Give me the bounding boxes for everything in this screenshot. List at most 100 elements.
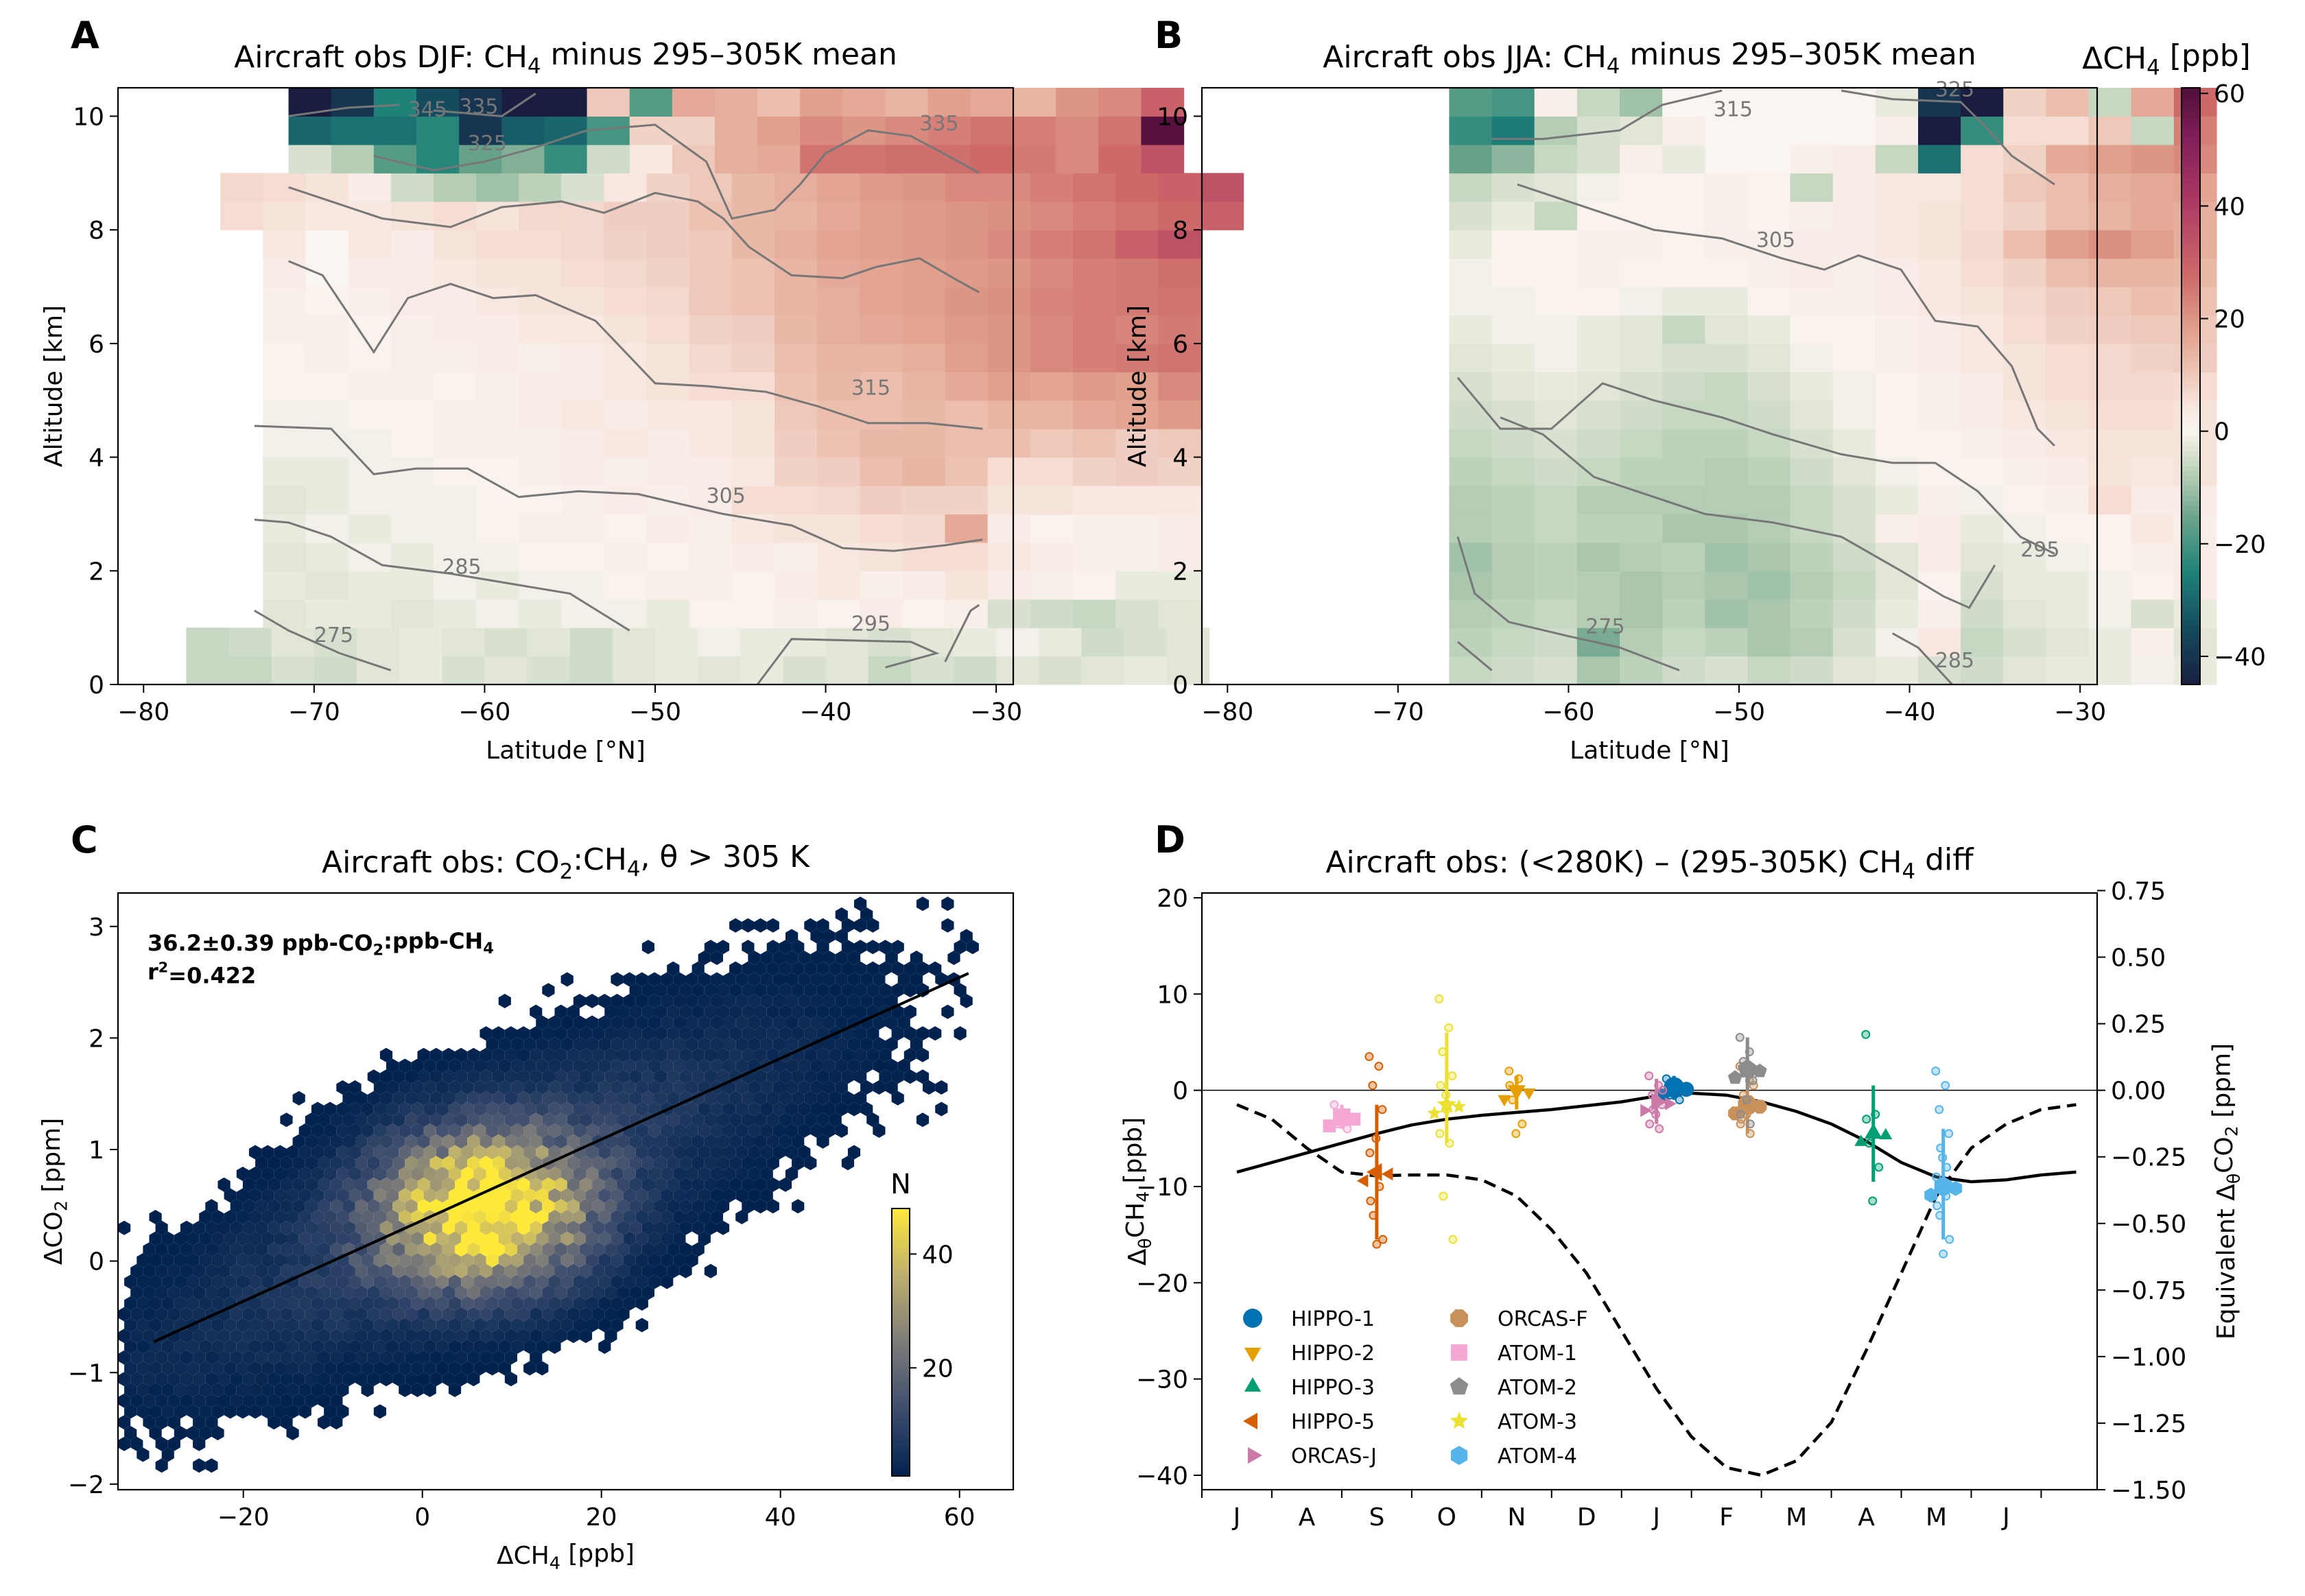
hexbin-cell (292, 1307, 305, 1322)
hexbin-cell (205, 1393, 218, 1408)
hexbin-cell (548, 1101, 561, 1117)
heatmap-cell (2088, 542, 2132, 571)
hexbin-cell (710, 1210, 723, 1224)
hexbin-cell (554, 1177, 567, 1192)
heatmap-cell (390, 230, 434, 259)
count-colorbar-segment (892, 1311, 910, 1316)
count-colorbar-segment (892, 1422, 910, 1428)
hexbin-cell (648, 1037, 661, 1051)
heatmap-cell (604, 542, 648, 571)
hexbin-cell (161, 1274, 174, 1289)
hexbin-cell (205, 1329, 218, 1344)
hexbin-cell (766, 1069, 779, 1084)
heatmap-cell (519, 486, 562, 515)
hexbin-cell (486, 1296, 499, 1311)
count-colorbar-segment (892, 1427, 910, 1432)
hexbin-cell (242, 1372, 256, 1387)
heatmap-cell (1662, 571, 1705, 600)
hexbin-cell (386, 1274, 399, 1289)
hexbin-cell (399, 1274, 412, 1289)
hexbin-cell (324, 1123, 337, 1138)
heatmap-cell (348, 400, 392, 429)
hexbin-cell (611, 1058, 624, 1073)
panel-letter: A (71, 14, 99, 57)
hexbin-cell (498, 1145, 511, 1160)
hexbin-cell (455, 1329, 468, 1344)
hexbin-cell (560, 1210, 574, 1224)
colorbar-segment (2182, 187, 2200, 193)
heatmap-cell (1056, 88, 1099, 117)
y-tick-label: 8 (88, 217, 104, 245)
heatmap-cell (689, 486, 733, 515)
hexbin-cell (367, 1307, 380, 1322)
hexbin-cell (455, 1220, 468, 1235)
hexbin-cell (742, 961, 755, 976)
hexbin-cell (548, 1253, 561, 1267)
colorbar-segment (2182, 112, 2200, 119)
hexbin-cell (548, 1080, 561, 1095)
heatmap-cell (1534, 343, 1578, 372)
hexbin-cell (554, 1307, 567, 1322)
hexbin-cell (536, 1123, 549, 1138)
colorbar-segment (2182, 222, 2200, 228)
heatmap-cell (2131, 258, 2175, 287)
hexbin-cell (766, 1091, 779, 1106)
hexbin-cell (311, 1101, 324, 1117)
hexbin-cell (187, 1383, 200, 1397)
heatmap-cell (1705, 315, 1749, 344)
heatmap-cell (1491, 258, 1535, 287)
heatmap-cell (672, 88, 716, 117)
hexbin-cell (766, 1047, 779, 1062)
hexbin-cell (492, 1329, 505, 1344)
hexbin-cell (560, 1123, 574, 1138)
hexbin-cell (436, 1123, 449, 1138)
heatmap-cell (1158, 230, 1202, 259)
hexbin-cell (236, 1167, 249, 1181)
hexbin-cell (330, 1177, 343, 1192)
hexbin-cell (579, 1307, 593, 1322)
heatmap-cell (860, 486, 903, 515)
hexbin-cell (486, 1188, 499, 1203)
hexbin-cell (542, 1069, 555, 1084)
hexbin-cell (348, 1123, 362, 1138)
hexbin-cell (423, 1296, 436, 1311)
heatmap-cell (740, 628, 784, 657)
hexbin-cell (885, 1058, 898, 1073)
heatmap-cell (1030, 315, 1074, 344)
hexbin-cell (560, 1231, 574, 1246)
hexbin-cell (661, 1123, 674, 1138)
hexbin-cell (573, 994, 586, 1008)
hexbin-cell (355, 1134, 368, 1149)
hexbin-cell (560, 1037, 574, 1051)
hexbin-cell (548, 1318, 561, 1333)
hexbin-cell (367, 1134, 380, 1149)
hexbin-cell (455, 1134, 468, 1149)
heatmap-cell (399, 656, 442, 685)
hexbin-cell (280, 1329, 293, 1344)
hexbin-cell (766, 1026, 779, 1041)
heatmap-cell (2046, 173, 2090, 202)
hexbin-cell (280, 1112, 293, 1128)
heatmap-cell (1073, 258, 1116, 287)
hexbin-cell (667, 1026, 680, 1041)
hexbin-cell (785, 1145, 799, 1160)
heatmap-cell (715, 116, 758, 145)
hexbin-cell (255, 1156, 268, 1171)
hexbin-cell (604, 1156, 617, 1171)
hexbin-cell (417, 1069, 430, 1084)
hexbin-cell (586, 1296, 599, 1311)
heatmap-cell (348, 514, 392, 543)
heatmap-cell (902, 486, 946, 515)
heatmap-cell (902, 372, 946, 401)
hexbin-cell (873, 1058, 886, 1073)
hexbin-cell (916, 1069, 930, 1084)
hexbin-cell (873, 1037, 886, 1051)
contour-label: 275 (314, 623, 353, 647)
hexbin-cell (573, 1188, 586, 1203)
heatmap-cell (1030, 542, 1074, 571)
heatmap-cell (357, 628, 400, 657)
heatmap-cell (2088, 486, 2132, 515)
hexbin-cell (941, 1004, 954, 1019)
hexbin-cell (866, 1047, 879, 1062)
hexbin-cell (586, 1145, 599, 1160)
